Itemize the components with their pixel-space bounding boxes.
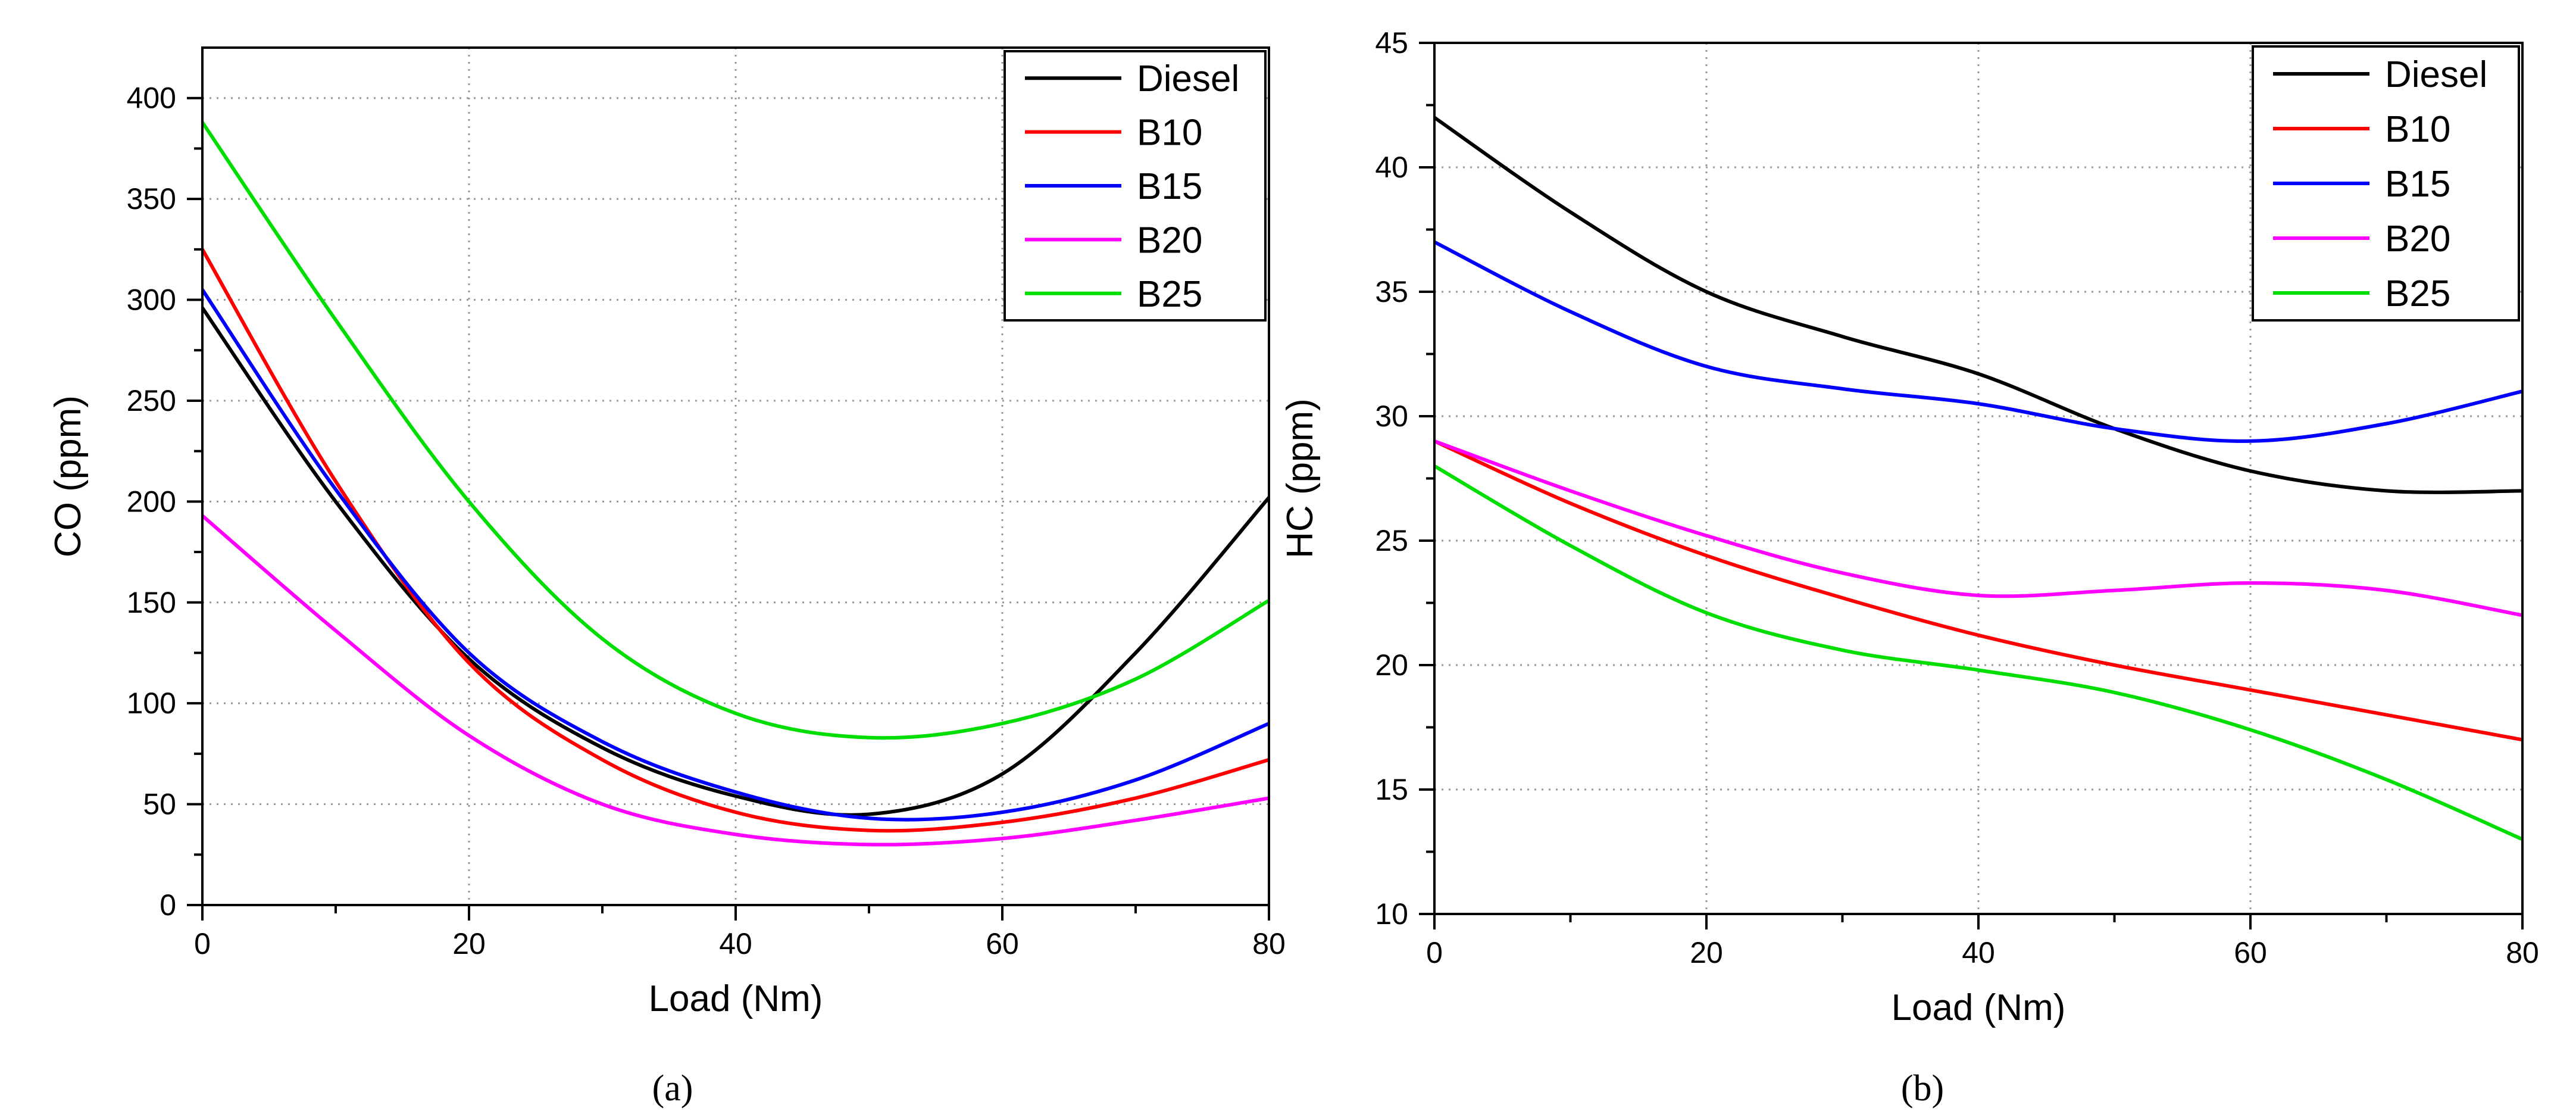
- y-axis-title: HC (ppm): [1280, 398, 1321, 559]
- x-tick-label: 80: [1252, 927, 1286, 960]
- series-line-b10: [1434, 439, 2522, 742]
- y-tick-label: 25: [1375, 524, 1408, 557]
- legend-box: [1003, 50, 1267, 322]
- y-tick-label: 350: [127, 182, 176, 216]
- x-tick-label: 20: [452, 927, 486, 960]
- legend-label-b10: B10: [1137, 113, 1202, 154]
- x-tick-label: 80: [2506, 936, 2539, 969]
- y-tick-label: 200: [127, 485, 176, 518]
- legend: Diesel B10 B15 B20 B25: [2252, 45, 2520, 322]
- legend-label-b10: B10: [2385, 109, 2450, 150]
- y-tick-label: 20: [1375, 648, 1408, 682]
- legend-label-b20: B20: [2385, 219, 2450, 260]
- legend-label-diesel: Diesel: [2385, 54, 2487, 95]
- y-tick-label: 10: [1375, 897, 1408, 931]
- legend-label-b25: B25: [1137, 274, 1202, 315]
- legend-label-b25: B25: [2385, 273, 2450, 314]
- y-tick-label: 30: [1375, 400, 1408, 433]
- x-axis: 0 20 40 60 80: [194, 905, 1286, 960]
- y-tick-label: 150: [127, 586, 176, 619]
- x-tick-label: 0: [194, 927, 211, 960]
- legend: Diesel B10 B15 B20 B25: [1003, 50, 1267, 322]
- series-line-diesel: [1434, 116, 2522, 494]
- y-tick-label: 50: [143, 788, 176, 821]
- chart-panel-a: 0 20 40 60 80 0 50 100 150 200 250 300 350 400 Load (N…: [48, 46, 1286, 1109]
- legend-label-b15: B15: [2385, 164, 2450, 205]
- y-tick-label: 300: [127, 283, 176, 317]
- x-tick-label: 60: [2234, 936, 2267, 969]
- x-axis-title: Load (Nm): [1892, 987, 2066, 1028]
- x-axis-title: Load (Nm): [649, 978, 823, 1019]
- x-tick-label: 20: [1690, 936, 1723, 969]
- y-axis: 10 15 20 25 30 35 40 45: [1375, 26, 1434, 931]
- series-line-b15: [202, 288, 1269, 822]
- x-tick-label: 60: [986, 927, 1019, 960]
- gridlines: [202, 48, 1269, 905]
- series-line-b25: [202, 120, 1269, 740]
- y-tick-label: 400: [127, 82, 176, 115]
- x-tick-label: 40: [719, 927, 752, 960]
- y-tick-label: 100: [127, 687, 176, 720]
- y-tick-label: 0: [160, 888, 176, 922]
- y-tick-label: 40: [1375, 151, 1408, 184]
- series-line-b20: [1434, 439, 2522, 617]
- series-line-b15: [1434, 240, 2522, 443]
- x-axis: 0 20 40 60 80: [1426, 914, 2539, 969]
- series-line-b10: [202, 247, 1269, 833]
- x-tick-label: 40: [1962, 936, 1995, 969]
- series-line-b20: [202, 514, 1269, 847]
- y-tick-label: 15: [1375, 773, 1408, 806]
- legend-label-diesel: Diesel: [1137, 58, 1239, 99]
- y-tick-label: 35: [1375, 275, 1408, 308]
- x-tick-label: 0: [1426, 936, 1443, 969]
- series-line-b25: [1434, 464, 2522, 841]
- legend-label-b15: B15: [1137, 166, 1202, 207]
- panel-caption: (a): [652, 1068, 693, 1109]
- y-tick-label: 250: [127, 384, 176, 417]
- series-group: [1434, 116, 2522, 841]
- y-axis-title: CO (ppm): [48, 395, 89, 557]
- chart-panel-b: 0 20 40 60 80 10 15 20 25 30 35 40 45 Load (Nm) HC (pp…: [1280, 26, 2539, 1109]
- y-tick-label: 45: [1375, 26, 1408, 60]
- legend-label-b20: B20: [1137, 220, 1202, 261]
- series-group: [202, 120, 1269, 847]
- y-axis: 0 50 100 150 200 250 300 350 400: [127, 82, 202, 922]
- panel-caption: (b): [1901, 1068, 1944, 1109]
- series-line-diesel: [202, 306, 1269, 817]
